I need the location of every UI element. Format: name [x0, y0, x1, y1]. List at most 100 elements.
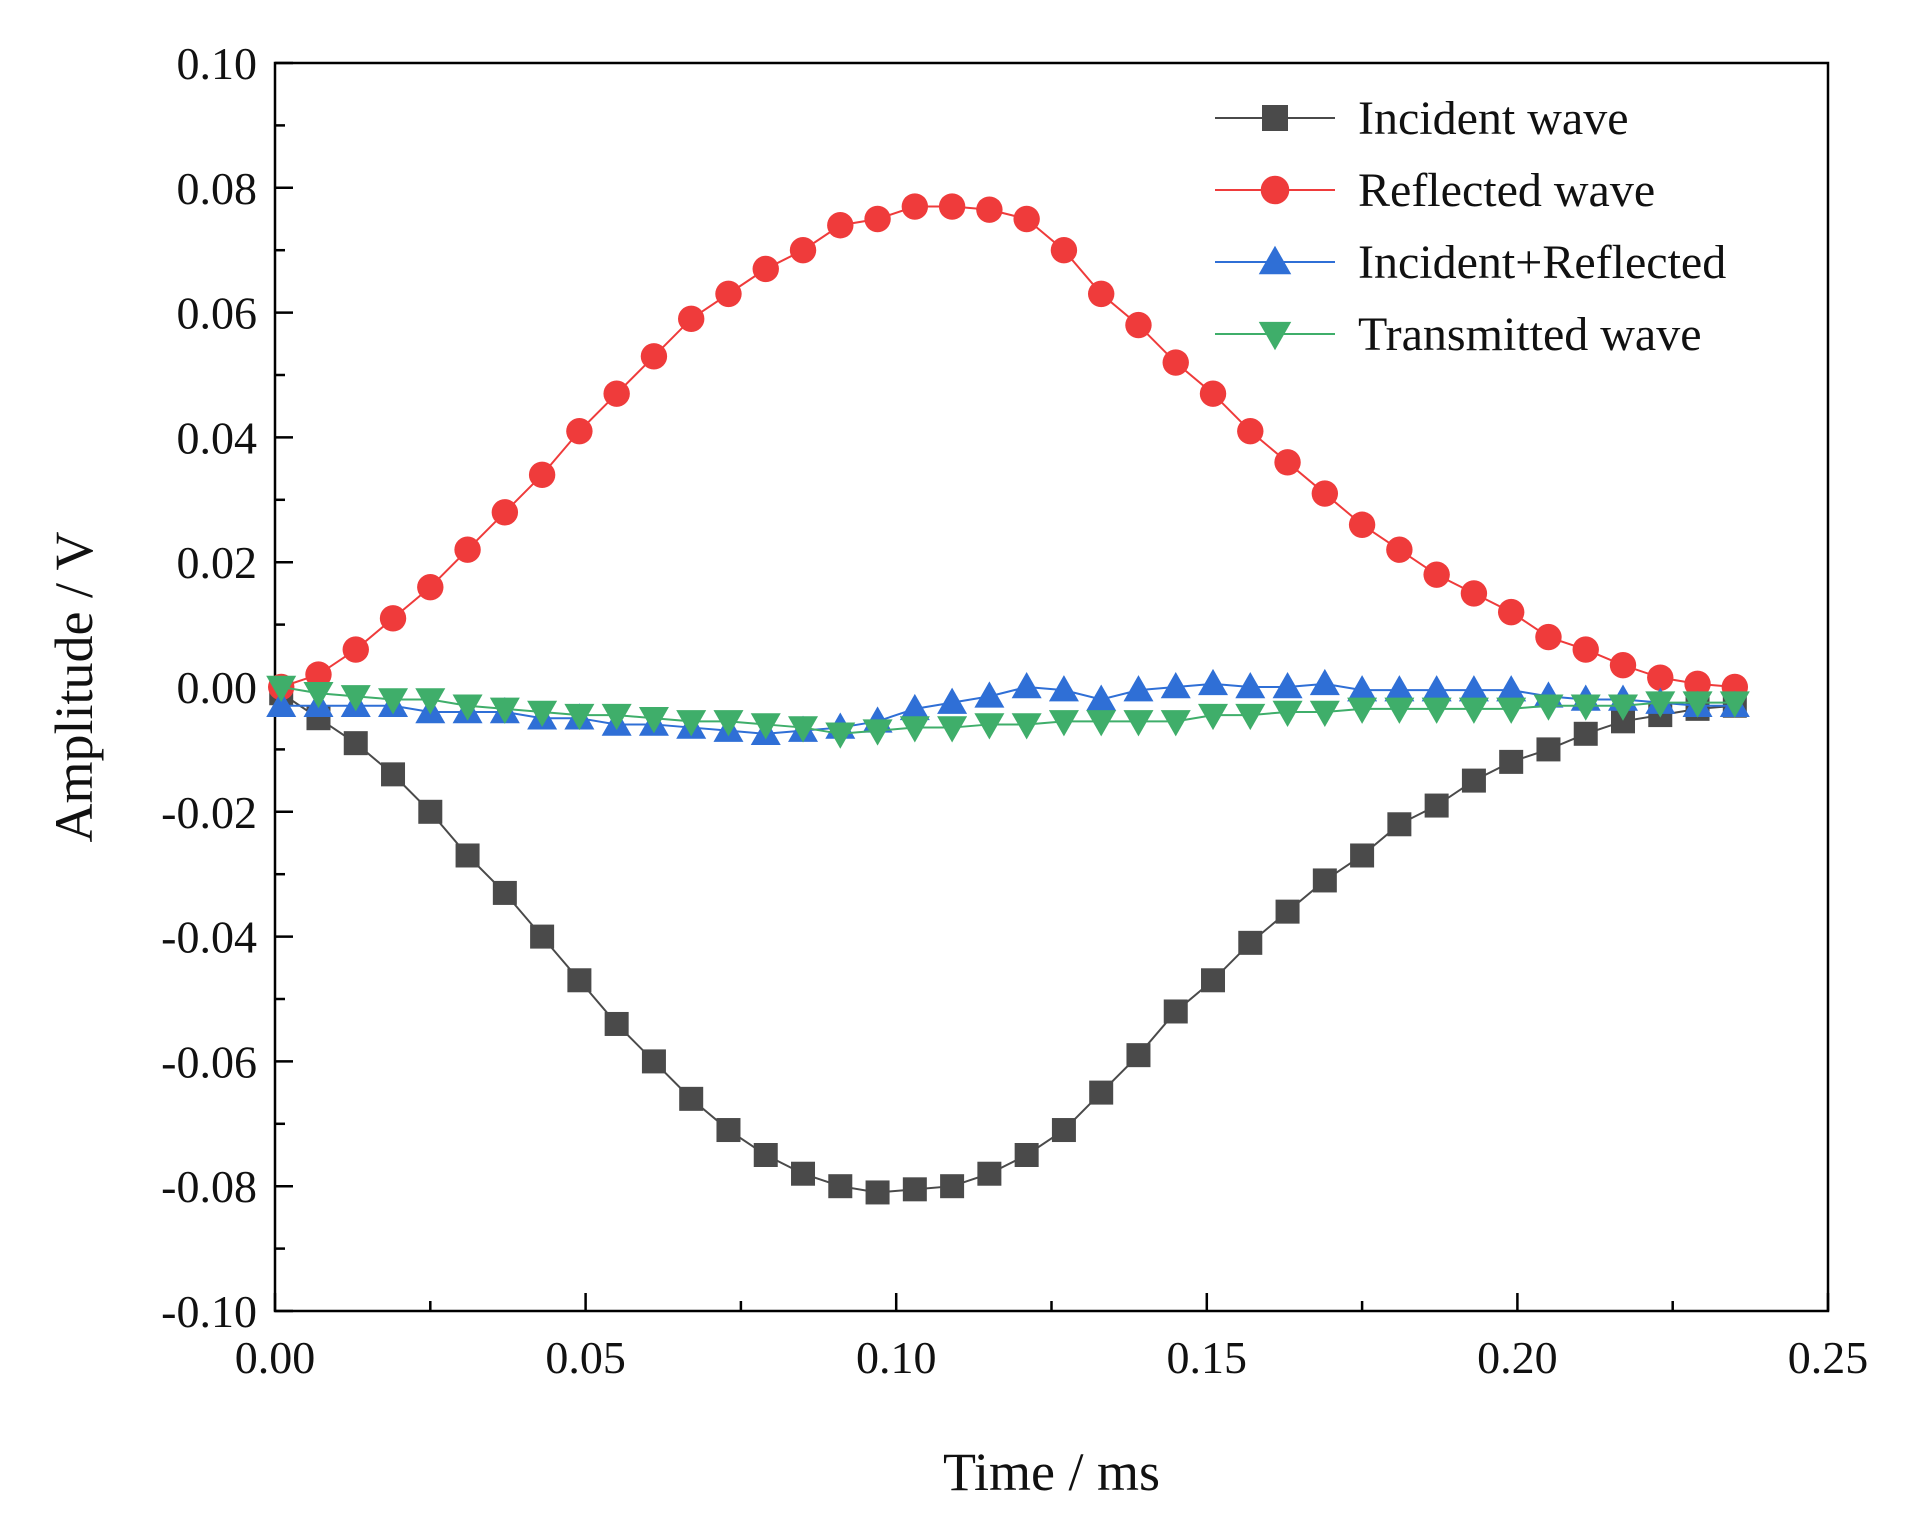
data-point — [1645, 691, 1676, 718]
data-point — [638, 706, 669, 734]
y-tick-label: -0.04 — [161, 912, 257, 963]
data-point — [1573, 721, 1598, 746]
data-point — [753, 1143, 778, 1167]
series-transmitted-wave — [266, 675, 1750, 749]
data-point — [976, 196, 1003, 223]
data-point — [1051, 1118, 1076, 1143]
y-tick-label: -0.02 — [161, 787, 257, 838]
data-point — [1497, 598, 1525, 626]
data-point — [1050, 237, 1078, 264]
data-point — [491, 499, 519, 526]
legend-item: Incident+Reflected — [1215, 236, 1726, 289]
data-point — [1535, 623, 1562, 651]
data-point — [752, 255, 779, 283]
data-point — [1235, 703, 1266, 731]
data-point — [342, 636, 369, 663]
data-point — [1160, 710, 1191, 737]
y-tick-label: 0.04 — [177, 412, 258, 463]
data-point — [603, 380, 630, 407]
data-point — [452, 694, 483, 721]
data-point — [567, 968, 592, 993]
data-point — [937, 716, 968, 743]
data-point — [379, 605, 407, 632]
data-point — [1089, 1080, 1114, 1105]
data-point — [789, 237, 817, 264]
data-point — [678, 305, 705, 333]
data-point — [418, 799, 443, 824]
data-point — [902, 1177, 927, 1202]
data-point — [601, 703, 632, 731]
data-point — [899, 693, 930, 721]
data-point — [455, 843, 480, 868]
data-point — [1496, 675, 1527, 702]
series-line — [281, 686, 1735, 735]
x-axis-title: Time / ms — [943, 1442, 1160, 1502]
data-point — [862, 719, 893, 746]
data-point — [417, 573, 444, 601]
data-point — [489, 697, 520, 724]
data-point — [750, 713, 781, 740]
x-tick-label: 0.20 — [1477, 1332, 1558, 1383]
data-point — [492, 880, 517, 905]
data-point — [378, 688, 409, 715]
y-tick-label: -0.10 — [161, 1286, 257, 1337]
legend-label: Incident+Reflected — [1358, 236, 1726, 289]
legend-label: Incident wave — [1358, 92, 1629, 145]
data-point — [340, 685, 371, 712]
data-point — [1198, 668, 1229, 696]
data-point — [679, 1086, 704, 1111]
y-axis-title: Amplitude / V — [44, 531, 104, 842]
data-point — [899, 716, 930, 743]
legend-label: Reflected wave — [1358, 164, 1655, 217]
y-tick-label: 0.08 — [177, 163, 258, 214]
data-point — [1086, 710, 1117, 737]
series-group — [266, 193, 1750, 1205]
data-point — [1384, 675, 1415, 702]
data-point — [1312, 868, 1337, 893]
data-point — [1533, 694, 1564, 721]
data-point — [1123, 675, 1154, 702]
y-tick-label: 0.02 — [177, 537, 258, 588]
data-point — [828, 1174, 853, 1199]
x-tick-label: 0.05 — [545, 1332, 626, 1383]
data-point — [381, 762, 406, 787]
data-point — [827, 212, 854, 239]
data-point — [1387, 812, 1412, 837]
series-line — [280, 692, 1735, 1194]
data-point — [1086, 684, 1117, 711]
data-point — [1386, 536, 1413, 563]
data-point — [303, 681, 334, 709]
data-point — [415, 688, 446, 715]
data-point — [1309, 668, 1340, 696]
data-point — [1275, 899, 1300, 924]
plot-area — [273, 61, 1830, 1313]
legend-label: Transmitted wave — [1358, 308, 1702, 361]
data-point — [1272, 672, 1303, 699]
data-point — [604, 1011, 629, 1036]
data-point — [1311, 480, 1339, 507]
data-point — [1160, 672, 1191, 699]
x-ticks: 0.00 0.05 0.10 0.15 0.20 0.25 — [235, 1293, 1869, 1383]
data-point — [791, 1161, 816, 1186]
data-point — [1123, 710, 1154, 737]
data-point — [1348, 511, 1376, 538]
data-point — [528, 461, 556, 489]
legend-item: Transmitted wave — [1215, 308, 1702, 361]
data-point — [1199, 380, 1227, 407]
data-point — [974, 681, 1005, 708]
data-point — [901, 193, 929, 220]
data-point — [1458, 697, 1489, 724]
data-point — [1347, 697, 1378, 724]
y-ticks: -0.10 -0.08 -0.06 -0.04 -0.02 0.00 0.02 0.04 0.0… — [161, 38, 293, 1337]
data-point — [1198, 703, 1229, 731]
data-point — [940, 1174, 965, 1199]
data-point — [1496, 697, 1527, 724]
data-point — [1572, 636, 1599, 663]
data-point — [1570, 694, 1601, 721]
x-tick-label: 0.25 — [1788, 1332, 1869, 1383]
y-tick-label: 0.06 — [177, 288, 258, 339]
data-point — [343, 731, 368, 756]
data-point — [1347, 675, 1378, 702]
data-point — [566, 417, 593, 445]
